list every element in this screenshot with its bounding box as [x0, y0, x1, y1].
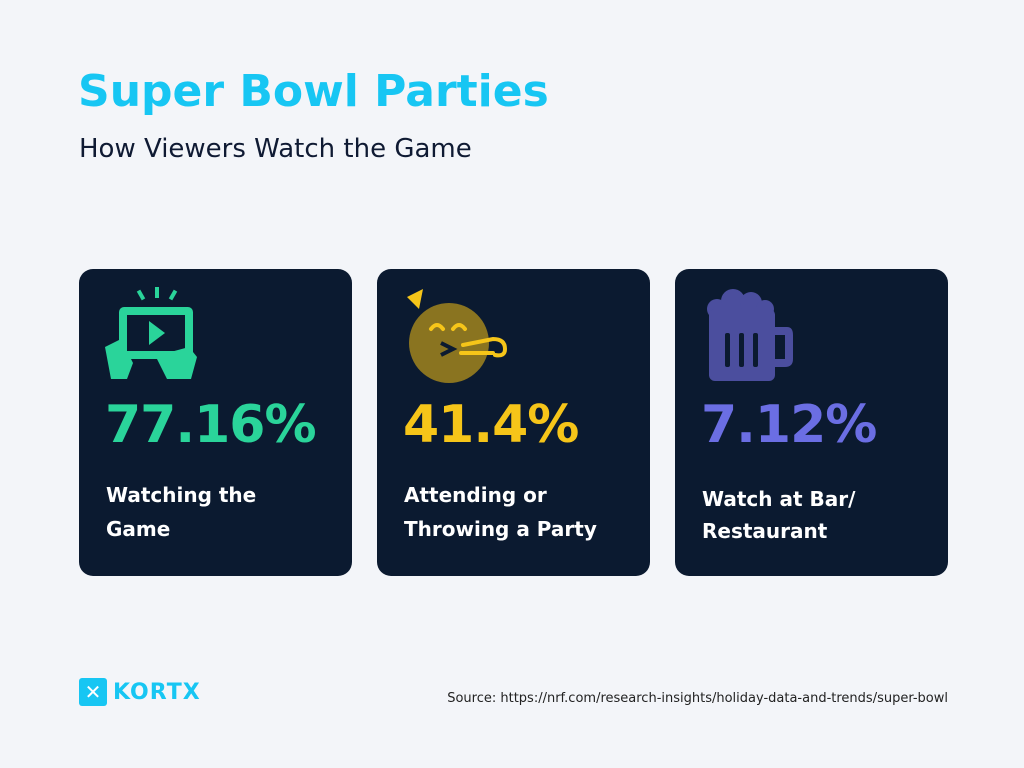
party-icon [407, 289, 508, 383]
stat-label: Watch at Bar/ [702, 487, 856, 511]
stat-label: Watching the [106, 483, 257, 507]
logo-text: KORTX [113, 679, 201, 705]
stat-card: 41.4% Attending or Throwing a Party [377, 269, 650, 576]
source: Source: https://nrf.com/research-insight… [447, 691, 948, 706]
stat-card: 77.16% Watching the Game [79, 269, 352, 576]
stat-label: Throwing a Party [404, 517, 597, 541]
stat-value: 77.16% [105, 395, 317, 455]
stat-label: Attending or [404, 483, 547, 507]
tablet-icon [105, 287, 197, 379]
stat-value: 7.12% [701, 395, 877, 455]
subtitle: How Viewers Watch the Game [79, 134, 472, 164]
title: Super Bowl Parties [78, 66, 549, 117]
stat-label: Game [106, 517, 171, 541]
logo: ✕ KORTX [79, 678, 201, 706]
stat-value: 41.4% [403, 395, 579, 455]
stat-card: 7.12% Watch at Bar/ Restaurant [675, 269, 948, 576]
stat-label: Restaurant [702, 519, 828, 543]
beer-icon [707, 289, 793, 381]
logo-mark: ✕ [79, 678, 107, 706]
